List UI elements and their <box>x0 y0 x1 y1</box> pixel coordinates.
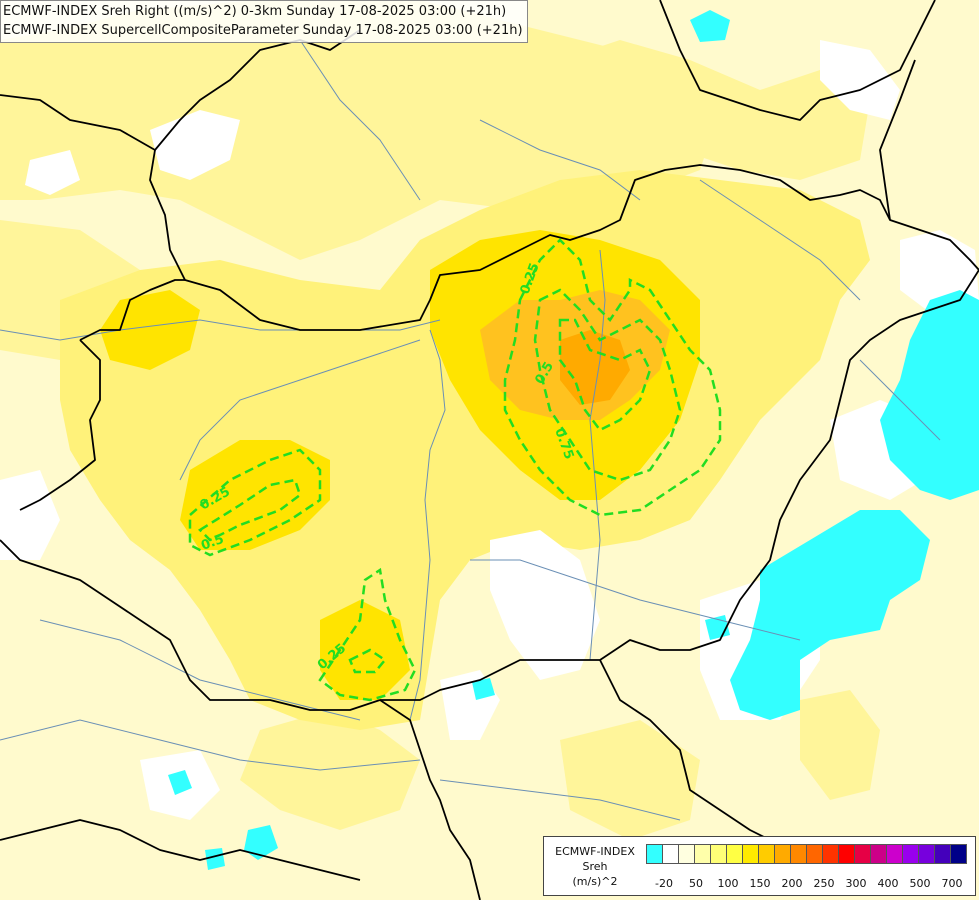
legend-tick-label: 250 <box>813 877 835 890</box>
legend-color-cell <box>694 844 711 864</box>
river-lines <box>0 39 941 821</box>
sreh-shading-cyan <box>168 10 979 870</box>
legend-color-cell <box>934 844 951 864</box>
legend-color-cell <box>678 844 695 864</box>
color-legend: ECMWF-INDEX Sreh (m/s)^2 -20 50 100 150 200 2… <box>543 836 976 896</box>
legend-tick-label: -20 <box>655 877 673 890</box>
legend-color-cell <box>710 844 727 864</box>
legend-title-line-3: (m/s)^2 <box>572 875 618 888</box>
legend-title: ECMWF-INDEX Sreh (m/s)^2 <box>546 844 644 889</box>
legend-tick-label: 200 <box>781 877 803 890</box>
legend-color-scale: -20 50 100 150 200 250 300 400 500 700 <box>646 844 967 890</box>
legend-tick-label: 100 <box>717 877 739 890</box>
legend-title-line-1: ECMWF-INDEX <box>555 845 635 858</box>
legend-tick-label: 150 <box>749 877 771 890</box>
map-title-block: ECMWF-INDEX Sreh Right ((m/s)^2) 0-3km S… <box>0 0 528 43</box>
legend-color-cell <box>822 844 839 864</box>
legend-color-cell <box>662 844 679 864</box>
legend-tick-label: 500 <box>909 877 931 890</box>
legend-tick-label: 400 <box>877 877 899 890</box>
legend-title-line-2: Sreh <box>582 860 608 873</box>
legend-tick-label: 300 <box>845 877 867 890</box>
legend-color-cell <box>902 844 919 864</box>
legend-color-cell <box>806 844 823 864</box>
contour-label: 0.5 <box>199 532 226 554</box>
legend-tick-label: 50 <box>689 877 703 890</box>
legend-tick-label: 700 <box>941 877 963 890</box>
map-title-line-2: ECMWF-INDEX SupercellCompositeParameter … <box>3 23 523 38</box>
legend-color-cell <box>790 844 807 864</box>
legend-color-cell <box>742 844 759 864</box>
sreh-shading-white <box>0 40 979 820</box>
legend-color-cell <box>918 844 935 864</box>
legend-color-cell <box>870 844 887 864</box>
legend-color-cell <box>838 844 855 864</box>
legend-color-cell <box>646 844 663 864</box>
legend-color-cell <box>774 844 791 864</box>
legend-color-cell <box>854 844 871 864</box>
legend-color-cell <box>726 844 743 864</box>
legend-color-cell <box>758 844 775 864</box>
scp-contours <box>188 238 722 702</box>
legend-color-cell <box>950 844 967 864</box>
map-title-line-1: ECMWF-INDEX Sreh Right ((m/s)^2) 0-3km S… <box>3 4 507 19</box>
legend-color-cell <box>886 844 903 864</box>
